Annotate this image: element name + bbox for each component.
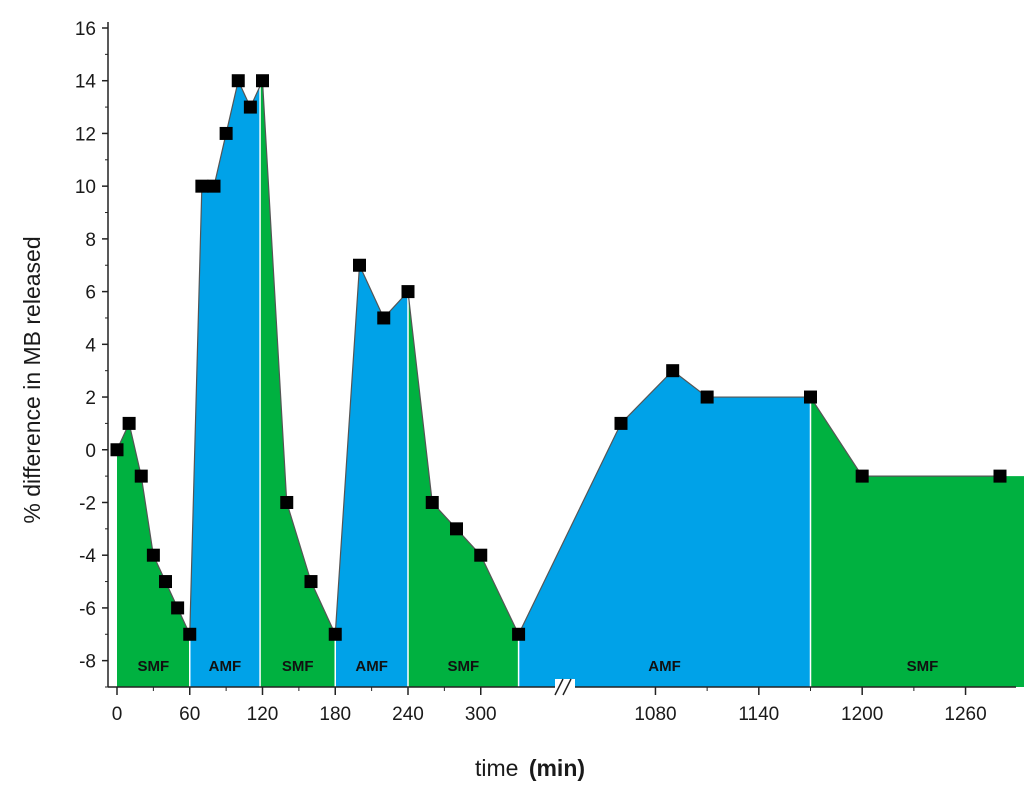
data-point-9 (208, 180, 221, 193)
data-point-25 (666, 364, 679, 377)
region-area-amf-6 (519, 371, 811, 687)
region-label-amf-2: AMF (209, 658, 242, 675)
x-tick-label: 1200 (841, 704, 883, 725)
y-tick-label: 8 (85, 230, 96, 251)
x-tick-label: 60 (179, 704, 200, 725)
y-tick-label: 12 (75, 124, 96, 145)
region-label-smf-5: SMF (447, 658, 479, 675)
x-axis-title-unit: (min) (529, 755, 585, 781)
region-label-smf-1: SMF (138, 658, 170, 675)
y-tick-label: 2 (85, 388, 96, 409)
data-point-7 (183, 628, 196, 641)
y-tick-label: 6 (85, 283, 96, 304)
data-point-6 (171, 601, 184, 614)
region-label-smf-7: SMF (907, 658, 939, 675)
data-point-23 (512, 628, 525, 641)
x-tick-label: 1080 (634, 704, 676, 725)
data-point-29 (994, 470, 1007, 483)
data-point-19 (402, 285, 415, 298)
data-point-21 (450, 522, 463, 535)
data-point-27 (804, 391, 817, 404)
data-point-17 (353, 259, 366, 272)
data-point-3 (135, 470, 148, 483)
region-area-amf-2 (190, 81, 260, 687)
x-tick-label: 0 (112, 704, 123, 725)
y-tick-label: 16 (75, 19, 96, 40)
data-point-2 (123, 417, 136, 430)
y-tick-label: 10 (75, 177, 96, 198)
region-label-amf-6: AMF (648, 658, 681, 675)
data-point-14 (280, 496, 293, 509)
data-point-8 (195, 180, 208, 193)
region-label-smf-3: SMF (282, 658, 314, 675)
data-point-1 (111, 443, 124, 456)
data-point-16 (329, 628, 342, 641)
data-point-11 (232, 74, 245, 87)
data-point-28 (856, 470, 869, 483)
axis-title-layer: % difference in MB released time (min) (19, 236, 585, 781)
data-point-5 (159, 575, 172, 588)
x-tick-label: 120 (247, 704, 279, 725)
data-point-20 (426, 496, 439, 509)
x-tick-label: 300 (465, 704, 497, 725)
x-axis-title-name: time (475, 755, 518, 781)
data-point-13 (256, 74, 269, 87)
data-point-4 (147, 549, 160, 562)
y-axis-title: % difference in MB released (19, 236, 45, 523)
data-point-15 (305, 575, 318, 588)
x-tick-label: 180 (319, 704, 351, 725)
data-point-22 (474, 549, 487, 562)
y-tick-label: 14 (75, 72, 97, 93)
x-tick-label: 1260 (944, 704, 986, 725)
y-tick-label: 4 (85, 335, 96, 356)
y-tick-label: -4 (79, 546, 96, 567)
data-point-26 (701, 391, 714, 404)
x-axis-title: time (min) (475, 755, 585, 781)
data-point-10 (220, 127, 233, 140)
region-area-smf-3 (260, 81, 335, 687)
y-tick-label: -2 (79, 493, 96, 514)
y-tick-label: -6 (79, 599, 96, 620)
x-tick-label: 1140 (738, 704, 779, 725)
area-layer (117, 81, 1024, 687)
data-point-24 (615, 417, 628, 430)
y-tick-label: -8 (79, 652, 96, 673)
x-tick-label: 240 (392, 704, 424, 725)
region-area-smf-5 (408, 292, 519, 687)
data-point-18 (377, 311, 390, 324)
region-label-amf-4: AMF (355, 658, 388, 675)
region-area-smf-7 (811, 397, 1024, 687)
data-point-12 (244, 101, 257, 114)
y-tick-label: 0 (85, 441, 96, 462)
